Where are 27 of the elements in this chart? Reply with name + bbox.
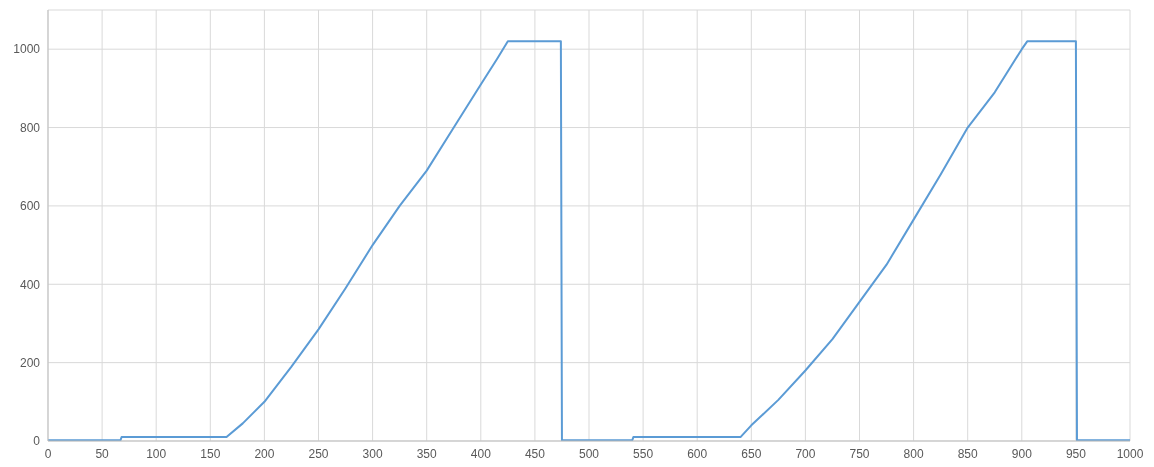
x-tick-label: 550 (633, 446, 654, 461)
x-tick-label: 300 (362, 446, 383, 461)
y-tick-label: 200 (19, 355, 41, 370)
x-tick-label: 850 (957, 446, 979, 461)
x-tick-label: 750 (849, 446, 870, 461)
y-tick-label: 800 (19, 120, 41, 135)
x-tick-label: 450 (524, 446, 546, 461)
y-tick-label: 400 (19, 277, 41, 292)
x-tick-label: 200 (254, 446, 275, 461)
y-tick-label: 1000 (13, 42, 41, 57)
x-tick-label: 250 (308, 446, 329, 461)
x-tick-label: 800 (903, 446, 924, 461)
x-tick-label: 350 (416, 446, 438, 461)
y-tick-label: 0 (33, 434, 41, 449)
x-tick-label: 400 (470, 446, 492, 461)
x-tick-label: 1000 (1116, 446, 1144, 461)
x-tick-label: 600 (687, 446, 708, 461)
x-tick-label: 150 (200, 446, 221, 461)
y-tick-label: 600 (19, 199, 41, 214)
x-tick-label: 900 (1011, 446, 1033, 461)
x-tick-label: 700 (795, 446, 816, 461)
x-tick-label: 50 (95, 446, 110, 461)
x-tick-label: 0 (44, 446, 52, 461)
x-tick-label: 950 (1065, 446, 1087, 461)
x-tick-label: 650 (741, 446, 762, 461)
x-tick-label: 500 (578, 446, 600, 461)
x-tick-label: 100 (146, 446, 167, 461)
